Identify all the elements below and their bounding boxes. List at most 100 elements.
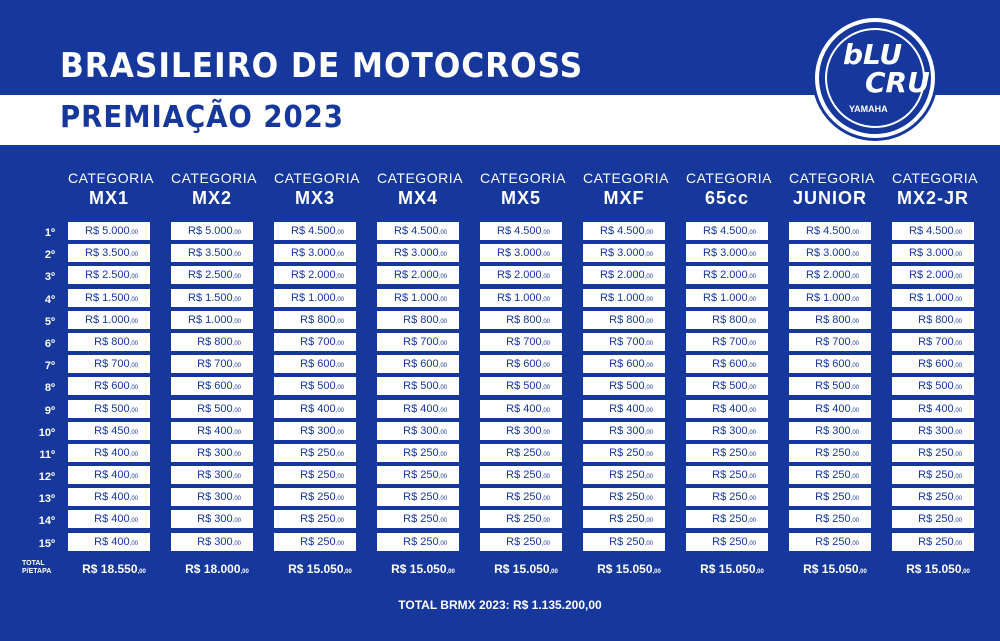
category-total: R$ 15.050,00 <box>579 562 679 576</box>
prize-cell: R$ 500,00 <box>171 399 253 418</box>
prize-value: R$ 2.000 <box>394 269 439 282</box>
category-total-cents: ,00 <box>446 569 455 575</box>
prize-cell: R$ 5.000,00 <box>171 222 253 240</box>
prize-cell: R$ 4.500,00 <box>377 222 459 240</box>
prize-value: R$ 4.500 <box>703 225 748 237</box>
total-per-stage-label: TOTAL P/ETAPA <box>22 560 51 576</box>
category-label: CATEGORIA <box>274 170 360 186</box>
prize-cents: ,00 <box>747 318 756 325</box>
position-label: 5º <box>44 315 55 328</box>
prize-cents: ,00 <box>335 274 344 281</box>
prize-cell: R$ 250,00 <box>377 488 459 507</box>
prize-value: R$ 250 <box>300 513 336 526</box>
prize-cents: ,00 <box>644 274 653 281</box>
prize-cell: R$ 400,00 <box>892 399 974 418</box>
prize-value: R$ 3.500 <box>188 247 233 260</box>
prize-cell: R$ 500,00 <box>789 377 871 396</box>
prize-value: R$ 2.000 <box>497 269 542 282</box>
category-column: CATEGORIA JUNIOR R$ 4.500,00 R$ 3.000,00 R$ … <box>789 170 874 576</box>
prize-value: R$ 300 <box>197 446 233 459</box>
prize-cents: ,00 <box>747 385 756 392</box>
category-total-cents: ,00 <box>137 569 146 575</box>
prize-value: R$ 700 <box>815 335 851 348</box>
prize-cell: R$ 800,00 <box>686 310 768 329</box>
prize-cell: R$ 500,00 <box>274 377 356 396</box>
prize-cents: ,00 <box>644 407 653 414</box>
prize-cents: ,00 <box>953 407 962 414</box>
prize-value: R$ 300 <box>197 535 233 548</box>
prize-cents: ,00 <box>747 474 756 481</box>
prize-value: R$ 250 <box>403 469 439 482</box>
prize-value: R$ 300 <box>197 491 233 504</box>
prize-cents: ,00 <box>850 252 859 259</box>
prize-cell: R$ 250,00 <box>480 443 562 462</box>
prize-cents: ,00 <box>335 451 344 458</box>
category-name: MX2 <box>191 188 232 208</box>
prize-value: R$ 300 <box>197 513 233 526</box>
prize-cell: R$ 400,00 <box>68 443 150 462</box>
prize-cents: ,00 <box>232 296 241 303</box>
prize-cell: R$ 250,00 <box>480 488 562 507</box>
prize-cell: R$ 400,00 <box>274 399 356 418</box>
prize-cents: ,00 <box>232 340 241 347</box>
prize-cents: ,00 <box>953 340 962 347</box>
prize-value: R$ 4.500 <box>600 225 645 237</box>
prize-value: R$ 250 <box>506 513 542 526</box>
prize-cell: R$ 1.000,00 <box>274 288 356 307</box>
prize-cell: R$ 1.000,00 <box>377 288 459 307</box>
prize-value: R$ 2.500 <box>85 269 130 282</box>
prize-cell: R$ 250,00 <box>583 466 665 485</box>
category-total-value: R$ 15.050 <box>906 562 962 576</box>
prize-cents: ,00 <box>335 230 344 236</box>
prize-cell: R$ 500,00 <box>892 377 974 396</box>
prize-cents: ,00 <box>850 385 859 392</box>
prize-value: R$ 400 <box>815 402 851 415</box>
prize-cell: R$ 450,00 <box>68 421 150 440</box>
prize-value: R$ 250 <box>918 469 954 482</box>
prize-cents: ,00 <box>232 385 241 392</box>
category-header: CATEGORIA MX4 <box>377 170 462 222</box>
prize-value: R$ 600 <box>506 358 542 371</box>
prize-value: R$ 600 <box>197 380 233 393</box>
prize-value: R$ 1.500 <box>188 291 233 304</box>
prize-value: R$ 400 <box>94 446 130 459</box>
prize-cell: R$ 700,00 <box>480 332 562 351</box>
prize-cents: ,00 <box>953 518 962 525</box>
prize-cents: ,00 <box>232 451 241 458</box>
prize-value: R$ 600 <box>403 358 439 371</box>
category-header: CATEGORIA MX2 <box>171 170 256 222</box>
prize-cents: ,00 <box>747 230 756 236</box>
category-header: CATEGORIA 65cc <box>686 170 771 222</box>
prize-value: R$ 250 <box>815 469 851 482</box>
category-total-cents: ,00 <box>343 569 352 575</box>
prize-value: R$ 400 <box>300 402 336 415</box>
category-name: MX4 <box>397 188 438 208</box>
prize-value: R$ 250 <box>609 535 645 548</box>
prize-cents: ,00 <box>129 363 138 370</box>
prize-value: R$ 1.000 <box>909 291 954 304</box>
category-total-value: R$ 15.050 <box>494 562 550 576</box>
prize-value: R$ 500 <box>712 380 748 393</box>
prize-cents: ,00 <box>953 540 962 547</box>
prize-cents: ,00 <box>438 407 447 414</box>
prize-cell: R$ 700,00 <box>68 355 150 374</box>
prize-cell: R$ 2.500,00 <box>68 266 150 285</box>
prize-value: R$ 250 <box>403 491 439 504</box>
prize-cents: ,00 <box>438 363 447 370</box>
prize-cell: R$ 700,00 <box>583 332 665 351</box>
prize-value: R$ 500 <box>918 380 954 393</box>
prize-value: R$ 1.000 <box>703 291 748 304</box>
prize-cents: ,00 <box>438 385 447 392</box>
prize-value: R$ 2.000 <box>600 269 645 282</box>
page-title: BRASILEIRO DE MOTOCROSS <box>60 46 584 86</box>
prize-cell: R$ 2.000,00 <box>789 266 871 285</box>
category-total: R$ 15.050,00 <box>888 562 988 576</box>
logo-ring <box>825 28 925 128</box>
prize-cell: R$ 300,00 <box>171 510 253 529</box>
prize-value: R$ 3.000 <box>703 247 748 260</box>
prize-cell: R$ 300,00 <box>789 421 871 440</box>
prize-value: R$ 250 <box>506 446 542 459</box>
prize-value: R$ 250 <box>712 469 748 482</box>
prize-value: R$ 800 <box>918 313 954 326</box>
prize-cents: ,00 <box>232 274 241 281</box>
